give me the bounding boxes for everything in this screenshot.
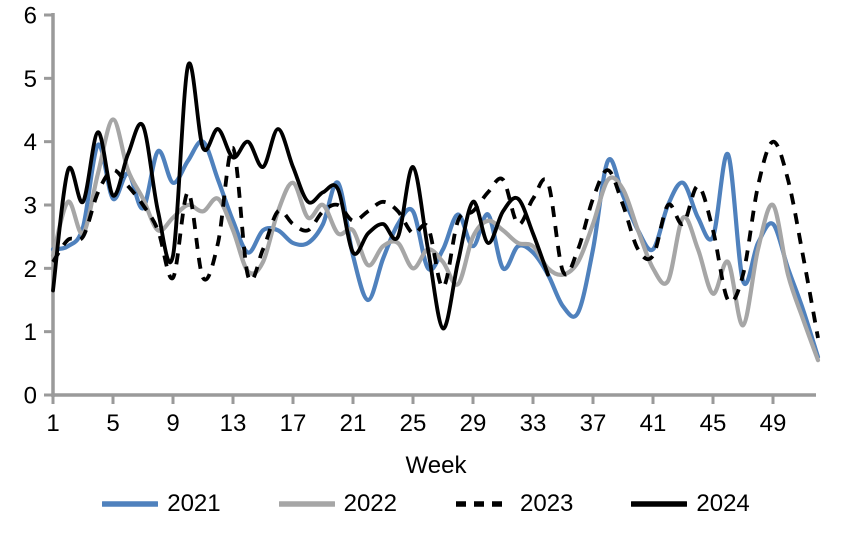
- legend-line-sample-2021: [102, 501, 159, 507]
- x-tick-label: 17: [280, 410, 307, 437]
- y-tick-label: 3: [24, 193, 37, 220]
- x-tick-label: 21: [340, 410, 367, 437]
- legend-label-2022: 2022: [343, 490, 397, 517]
- x-tick-label: 41: [640, 410, 667, 437]
- x-tick-label: 25: [400, 410, 427, 437]
- legend-line-sample-2023: [456, 501, 510, 507]
- x-tick-label: 5: [106, 410, 119, 437]
- x-axis-title: Week: [405, 452, 467, 479]
- legend-item-2021: 2021: [102, 490, 221, 517]
- y-tick-label: 1: [24, 319, 37, 346]
- legend-item-2022: 2022: [278, 490, 397, 517]
- y-tick-label: 0: [24, 383, 37, 410]
- x-tick-label: 37: [580, 410, 607, 437]
- series-line-2022: [50, 117, 821, 363]
- series-line-2021: [50, 139, 821, 360]
- y-tick-label: 6: [24, 3, 37, 30]
- series-line-2024: [51, 61, 550, 331]
- x-tick-label: 49: [760, 410, 787, 437]
- x-tick-label: 45: [700, 410, 727, 437]
- x-tick-label: 9: [166, 410, 179, 437]
- legend-item-2024: 2024: [631, 490, 750, 517]
- y-tick-label: 2: [24, 256, 37, 283]
- legend-item-2023: 2023: [455, 492, 573, 516]
- x-tick-label: 1: [46, 410, 59, 437]
- legend-line-sample-2022: [278, 501, 335, 507]
- x-tick-label: 29: [460, 410, 487, 437]
- y-tick-label: 4: [24, 129, 37, 156]
- legend-label-2023: 2023: [520, 490, 574, 517]
- legend-line-sample-2024: [631, 501, 688, 507]
- legend: 2021 2022 2023 2024: [0, 492, 852, 516]
- series-line-2023: [51, 139, 820, 339]
- x-tick-label: 33: [520, 410, 547, 437]
- x-tick-label: 13: [220, 410, 247, 437]
- legend-label-2024: 2024: [696, 490, 750, 517]
- legend-label-2021: 2021: [167, 490, 221, 517]
- y-tick-label: 5: [24, 66, 37, 93]
